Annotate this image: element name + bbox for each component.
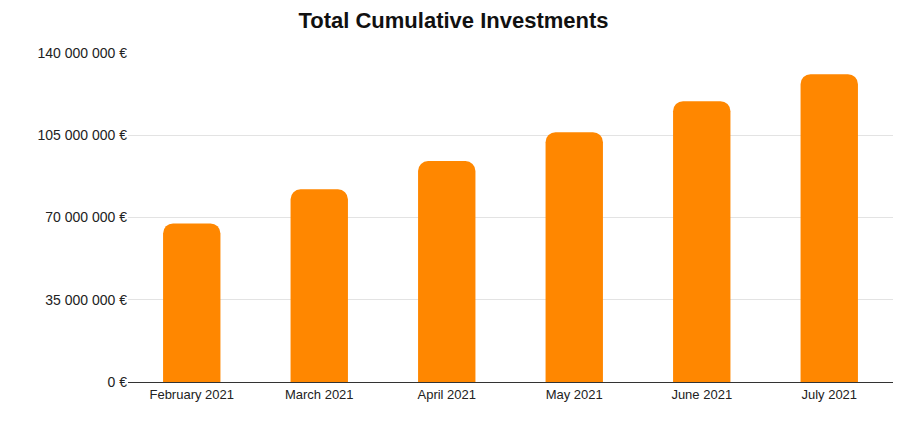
svg-text:35 000 000 €: 35 000 000 €: [45, 292, 127, 308]
svg-text:140 000 000 €: 140 000 000 €: [37, 45, 127, 61]
svg-text:April 2021: April 2021: [417, 387, 476, 402]
svg-text:February 2021: February 2021: [149, 387, 234, 402]
svg-text:70 000 000 €: 70 000 000 €: [45, 209, 127, 225]
svg-text:May 2021: May 2021: [546, 387, 603, 402]
svg-text:June 2021: June 2021: [671, 387, 732, 402]
svg-text:Total Cumulative Investments: Total Cumulative Investments: [298, 8, 608, 33]
svg-text:105 000 000 €: 105 000 000 €: [37, 127, 127, 143]
svg-text:0 €: 0 €: [108, 374, 128, 390]
svg-text:July 2021: July 2021: [801, 387, 857, 402]
svg-text:March 2021: March 2021: [285, 387, 354, 402]
